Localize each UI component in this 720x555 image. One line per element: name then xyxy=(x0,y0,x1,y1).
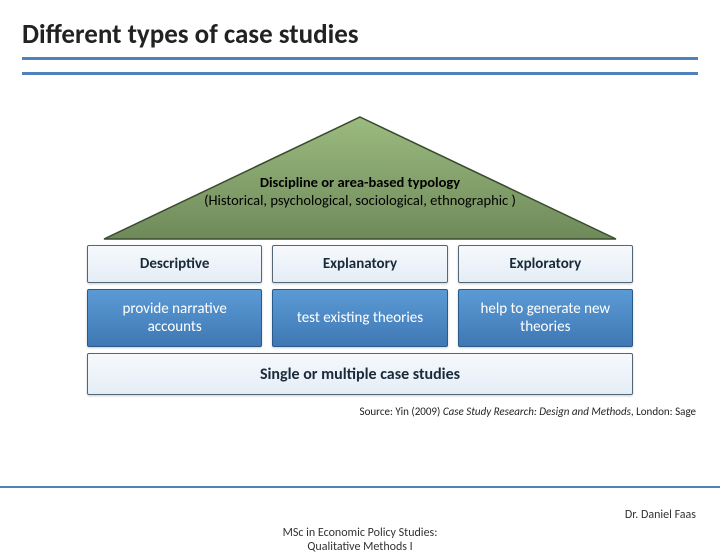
column-explanatory: Explanatory test existing theories xyxy=(272,245,447,347)
column-body: test existing theories xyxy=(272,289,447,347)
diagram-content: Discipline or area-based typology (Histo… xyxy=(0,83,720,463)
page-title: Different types of case studies xyxy=(22,18,698,51)
footer-course-line1: MSc in Economic Policy Studies: xyxy=(283,526,438,540)
foundation-box: Single or multiple case studies xyxy=(87,353,633,395)
column-descriptive: Descriptive provide narrative accounts xyxy=(87,245,262,347)
roof: Discipline or area-based typology (Histo… xyxy=(100,113,620,243)
source-title: Case Study Research: Design and Methods xyxy=(443,405,631,418)
roof-text: Discipline or area-based typology (Histo… xyxy=(100,173,620,209)
source-citation: Source: Yin (2009) Case Study Research: … xyxy=(360,405,696,418)
footer-divider xyxy=(0,486,720,489)
source-suffix: , London: Sage xyxy=(631,405,696,418)
footer-center: MSc in Economic Policy Studies: Qualitat… xyxy=(283,526,438,555)
column-header: Descriptive xyxy=(87,245,262,283)
title-underline-1 xyxy=(22,57,698,60)
column-header: Exploratory xyxy=(458,245,633,283)
roof-title: Discipline or area-based typology xyxy=(100,173,620,191)
source-prefix: Source: Yin (2009) xyxy=(360,405,443,418)
column-header: Explanatory xyxy=(272,245,447,283)
columns-row: Descriptive provide narrative accounts E… xyxy=(87,245,633,347)
title-area: Different types of case studies xyxy=(0,0,720,83)
footer-course-line2: Qualitative Methods I xyxy=(283,540,438,554)
title-underline-2 xyxy=(22,72,698,75)
column-body: provide narrative accounts xyxy=(87,289,262,347)
column-body: help to generate new theories xyxy=(458,289,633,347)
roof-subtitle: (Historical, psychological, sociological… xyxy=(100,191,620,209)
footer-author: Dr. Daniel Faas xyxy=(625,508,696,522)
column-exploratory: Exploratory help to generate new theorie… xyxy=(458,245,633,347)
